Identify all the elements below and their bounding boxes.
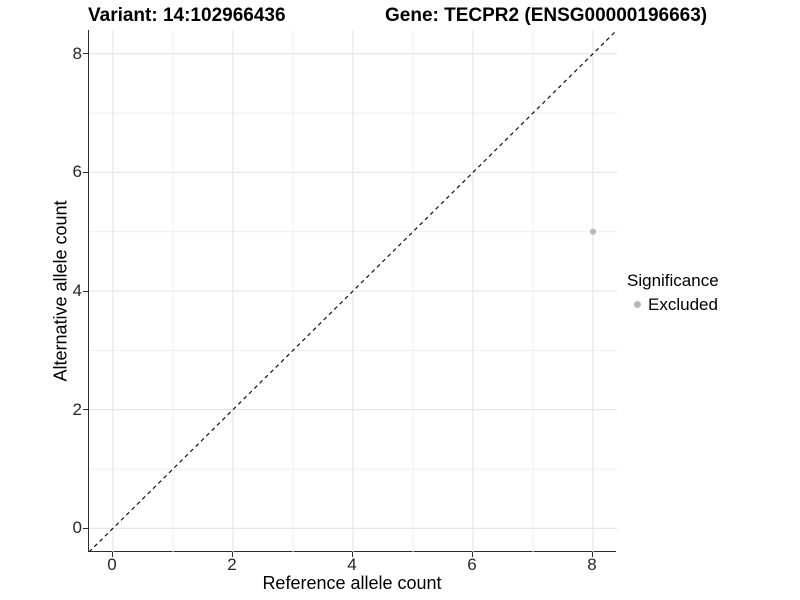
y-tick-mark — [83, 409, 88, 411]
x-tick-label: 4 — [347, 555, 357, 574]
y-tick-mark — [83, 53, 88, 55]
legend-entry: Excluded — [627, 295, 719, 314]
x-tick-mark — [591, 552, 593, 557]
legend-entry-label: Excluded — [648, 295, 718, 314]
legend-entries: Excluded — [627, 295, 719, 314]
plot-title-variant: Variant: 14:102966436 — [88, 5, 286, 26]
x-tick-mark — [111, 552, 113, 557]
y-tick-mark — [83, 290, 88, 292]
y-tick-mark — [83, 527, 88, 529]
x-tick-mark — [351, 552, 353, 557]
y-tick-label: 2 — [72, 399, 82, 419]
x-tick-label: 0 — [107, 555, 117, 574]
legend-title: Significance — [627, 271, 719, 290]
plot-panel — [88, 30, 617, 552]
plot-canvas — [89, 30, 617, 552]
legend: Significance Excluded — [627, 271, 719, 314]
x-tick-label: 8 — [587, 555, 597, 574]
x-tick-mark — [471, 552, 473, 557]
y-tick-label: 4 — [72, 281, 82, 300]
y-tick-label: 6 — [72, 162, 82, 182]
y-tick-mark — [83, 171, 88, 173]
plot-title-gene: Gene: TECPR2 (ENSG00000196663) — [385, 5, 708, 26]
legend-marker-dot — [634, 301, 641, 308]
x-tick-mark — [231, 552, 233, 557]
x-tick-label: 2 — [227, 555, 237, 574]
y-tick-label: 8 — [72, 43, 82, 63]
y-tick-label: 0 — [72, 518, 82, 538]
x-axis-label: Reference allele count — [262, 573, 442, 593]
x-tick-label: 6 — [467, 555, 477, 574]
data-point — [589, 228, 597, 235]
identity-line — [89, 30, 617, 552]
